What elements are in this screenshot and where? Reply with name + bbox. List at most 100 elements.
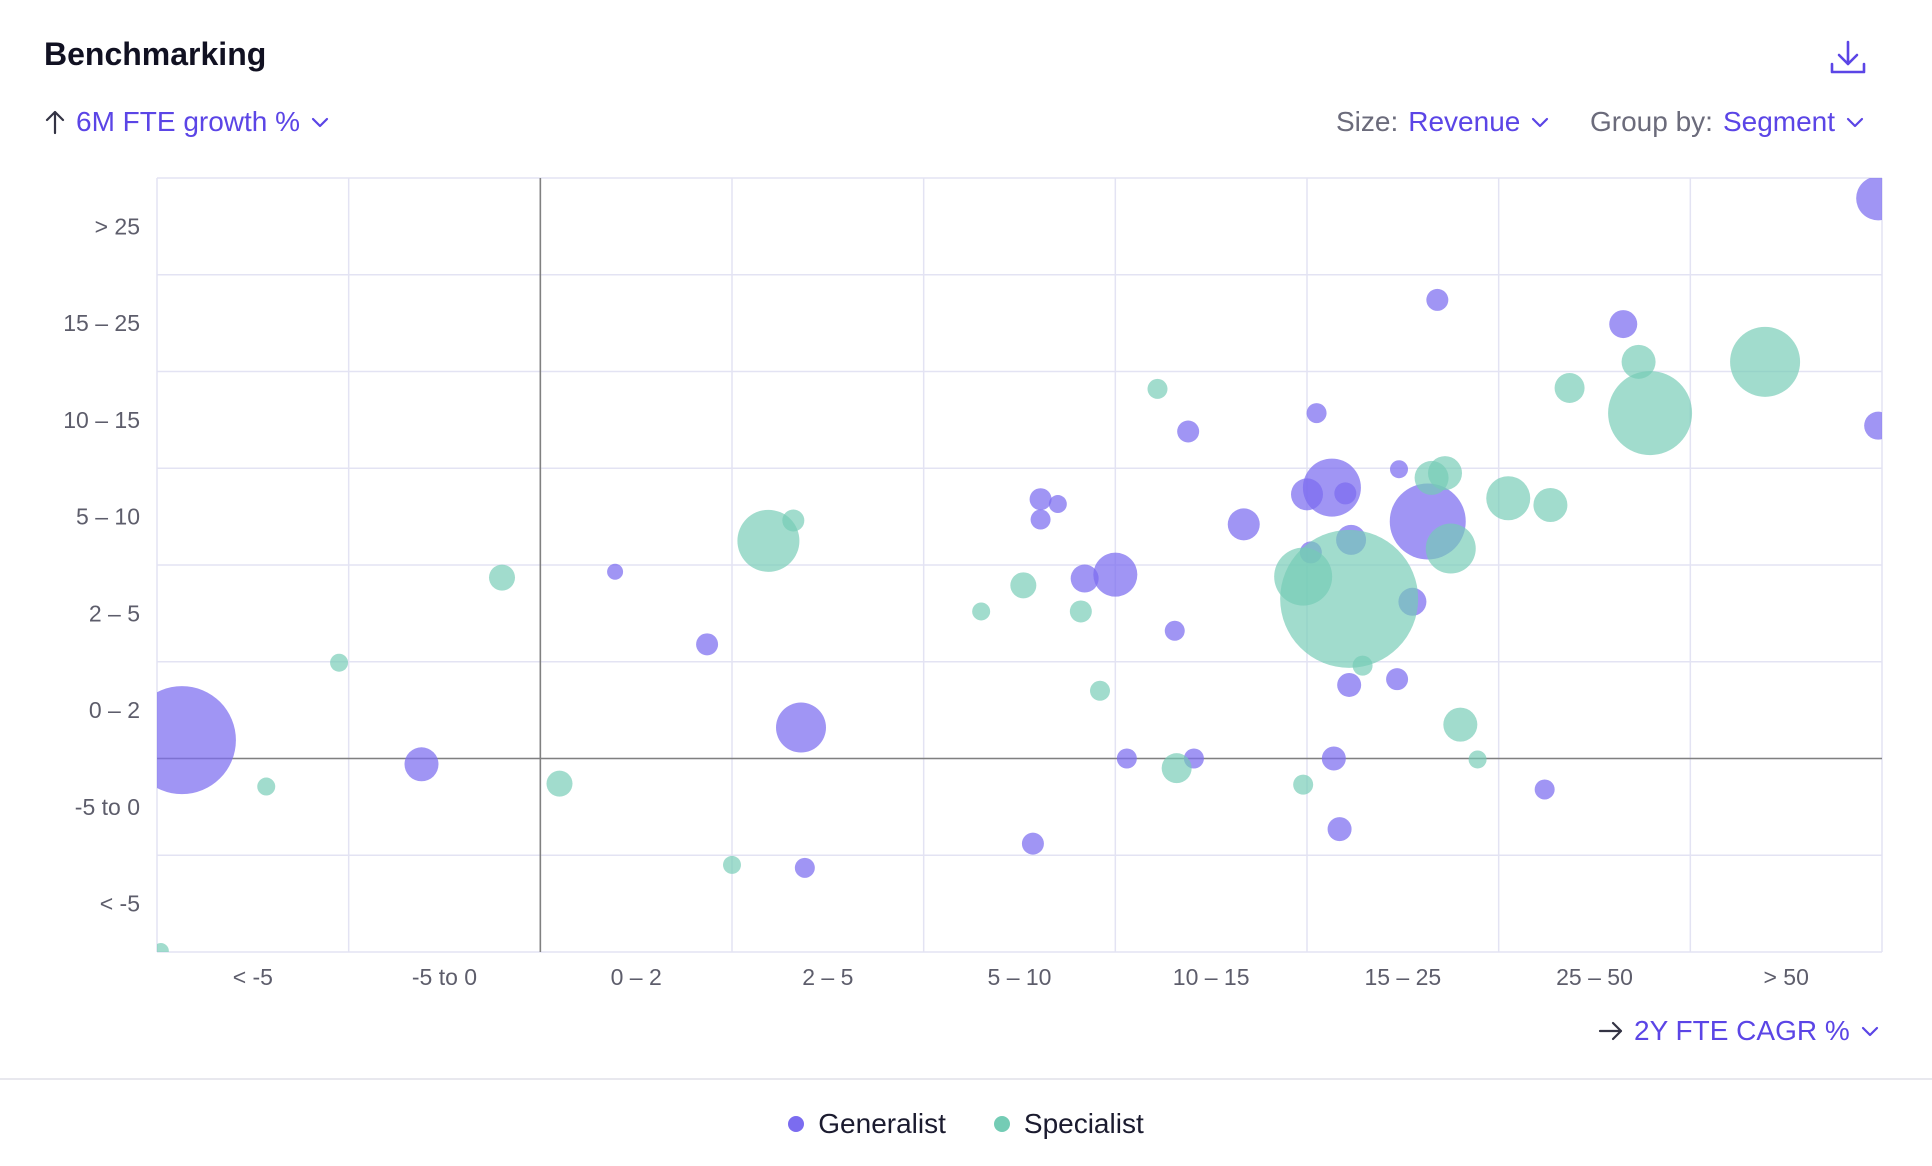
- data-point-specialist: [1352, 655, 1373, 676]
- data-point-generalist: [157, 686, 236, 795]
- size-value: Revenue: [1408, 106, 1521, 137]
- group-by-selector[interactable]: Group by: Segment: [1590, 106, 1865, 138]
- data-point-specialist: [257, 777, 276, 796]
- x-tick-label: 5 – 10: [988, 964, 1052, 990]
- data-point-generalist: [1856, 178, 1882, 221]
- x-tick-label: -5 to 0: [412, 964, 477, 990]
- data-point-generalist: [1177, 420, 1200, 443]
- y-tick-label: -5 to 0: [75, 794, 140, 820]
- chart-legend: Generalist Specialist: [0, 1108, 1932, 1140]
- legend-divider: [0, 1078, 1932, 1080]
- data-point-specialist: [1293, 774, 1314, 795]
- data-point-generalist: [696, 633, 719, 656]
- arrow-right-icon: [1598, 1021, 1623, 1041]
- data-point-generalist: [1116, 748, 1137, 769]
- data-point-specialist: [972, 602, 991, 621]
- data-point-specialist: [330, 653, 349, 672]
- y-tick-label: 15 – 25: [63, 310, 140, 336]
- x-tick-label: 25 – 50: [1556, 964, 1633, 990]
- data-point-generalist: [404, 747, 439, 782]
- chevron-down-icon: [311, 117, 329, 128]
- size-label: Size:: [1336, 106, 1399, 137]
- data-point-specialist: [1428, 456, 1462, 491]
- y-tick-label: 2 – 5: [89, 600, 140, 626]
- data-point-generalist: [1534, 779, 1555, 800]
- x-tick-label: > 50: [1763, 964, 1808, 990]
- y-tick-label: < -5: [100, 891, 140, 917]
- data-point-specialist: [546, 770, 573, 797]
- x-tick-label: 10 – 15: [1173, 964, 1250, 990]
- y-tick-label: 0 – 2: [89, 697, 140, 723]
- data-point-specialist: [1280, 529, 1419, 668]
- arrow-up-icon: [45, 110, 65, 135]
- data-point-specialist: [1069, 600, 1092, 623]
- legend-item-specialist[interactable]: Specialist: [993, 1108, 1144, 1140]
- data-point-generalist: [1609, 310, 1638, 339]
- y-metric-value: 6M FTE growth %: [76, 106, 301, 137]
- download-button[interactable]: [1826, 36, 1870, 80]
- data-point-generalist: [1093, 552, 1138, 597]
- x-metric-selector[interactable]: 2Y FTE CAGR %: [1598, 1015, 1880, 1047]
- data-point-generalist: [1164, 620, 1185, 641]
- data-point-generalist: [1021, 832, 1044, 855]
- data-point-generalist: [1029, 488, 1052, 511]
- data-point-generalist: [1864, 411, 1882, 440]
- size-selector[interactable]: Size: Revenue: [1336, 106, 1550, 138]
- data-point-specialist: [1486, 476, 1531, 521]
- chart-points: [157, 178, 1882, 952]
- data-point-generalist: [1048, 495, 1067, 514]
- y-metric-selector[interactable]: 6M FTE growth %: [44, 106, 330, 138]
- data-point-specialist: [1608, 371, 1693, 456]
- x-tick-label: 2 – 5: [802, 964, 853, 990]
- legend-dot: [788, 1116, 805, 1132]
- data-point-generalist: [1070, 564, 1099, 593]
- x-tick-label: < -5: [233, 964, 273, 990]
- chevron-down-icon: [1861, 1026, 1878, 1037]
- data-point-specialist: [1090, 680, 1110, 701]
- data-point-specialist: [1533, 488, 1568, 523]
- data-point-specialist: [157, 943, 169, 952]
- data-point-specialist: [1730, 326, 1801, 397]
- data-point-generalist: [607, 563, 624, 580]
- download-icon: [1830, 40, 1866, 74]
- data-point-specialist: [1147, 378, 1168, 399]
- x-tick-label: 0 – 2: [611, 964, 662, 990]
- data-point-generalist: [794, 857, 815, 878]
- data-point-generalist: [1227, 508, 1260, 541]
- group-by-value: Segment: [1722, 106, 1836, 137]
- legend-label: Specialist: [1023, 1108, 1144, 1139]
- data-point-generalist: [1390, 460, 1408, 479]
- chart-tick-labels: < -5 -5 to 0 0 – 2 2 – 5 5 – 10 10 – 15 15 – 2…: [63, 213, 1809, 990]
- data-point-generalist: [1306, 403, 1327, 424]
- data-point-generalist: [1426, 288, 1449, 311]
- chevron-down-icon: [1846, 117, 1864, 128]
- legend-dot: [993, 1116, 1010, 1132]
- data-point-specialist: [1010, 572, 1037, 599]
- chevron-down-icon: [1532, 117, 1549, 128]
- data-point-specialist: [1468, 750, 1487, 769]
- data-point-generalist: [1386, 668, 1409, 691]
- data-point-specialist: [1443, 707, 1478, 742]
- chart-grid: [156, 177, 1883, 953]
- data-point-generalist: [1321, 746, 1346, 771]
- x-metric-value: 2Y FTE CAGR %: [1634, 1015, 1850, 1046]
- y-tick-label: > 25: [95, 213, 140, 239]
- chart-title: Benchmarking: [44, 36, 267, 72]
- data-point-generalist: [1030, 509, 1051, 530]
- data-point-generalist: [1337, 672, 1362, 697]
- data-point-generalist: [1334, 482, 1357, 505]
- group-by-label: Group by:: [1590, 106, 1713, 137]
- data-point-specialist: [723, 855, 741, 874]
- y-tick-label: 10 – 15: [63, 407, 140, 433]
- scatter-chart: < -5 -5 to 0 0 – 2 2 – 5 5 – 10 10 – 15 15 – 2…: [63, 177, 1883, 990]
- chart-axes: [157, 178, 1882, 952]
- legend-label: Generalist: [818, 1108, 946, 1139]
- data-point-specialist: [782, 509, 805, 532]
- data-point-specialist: [1554, 372, 1585, 403]
- data-point-generalist: [776, 702, 826, 753]
- x-tick-label: 15 – 25: [1364, 964, 1441, 990]
- legend-item-generalist[interactable]: Generalist: [788, 1108, 946, 1140]
- data-point-generalist: [1327, 817, 1352, 842]
- data-point-specialist: [1425, 523, 1476, 574]
- data-point-specialist: [1161, 753, 1192, 784]
